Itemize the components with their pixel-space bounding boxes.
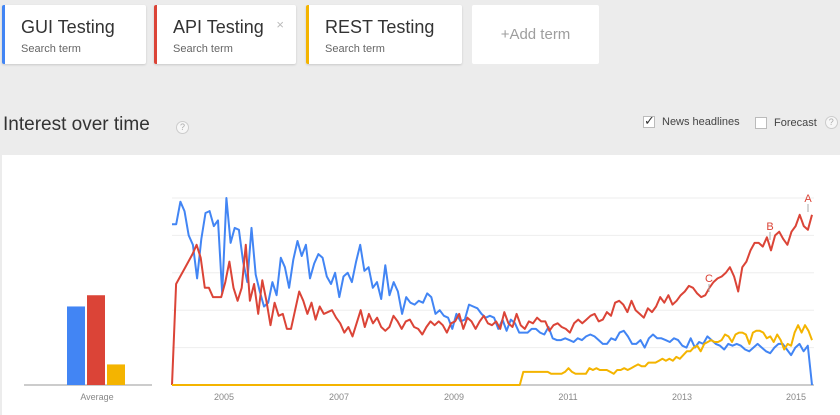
annotation-marker: B — [766, 221, 773, 233]
line-chart: Average 2005 2007 2009 2011 2013 2015 A B C — [24, 193, 814, 402]
term-subtitle: Search term — [173, 43, 233, 55]
series-line — [172, 324, 813, 386]
interest-chart: Average 2005 2007 2009 2011 2013 2015 A B C — [2, 155, 840, 415]
help-icon[interactable]: ? — [176, 121, 189, 134]
news-headlines-checkbox[interactable] — [643, 113, 655, 129]
forecast-option[interactable]: Forecast ? — [755, 116, 838, 129]
term-card-rest-testing[interactable]: REST Testing Search term — [306, 5, 462, 64]
average-bar — [67, 306, 85, 385]
term-card-gui-testing[interactable]: GUI Testing Search term — [2, 5, 146, 64]
section-title: Interest over time — [3, 114, 150, 135]
term-name: API Testing — [173, 17, 264, 37]
x-tick-label: 2007 — [329, 392, 349, 402]
news-headlines-label: News headlines — [662, 116, 740, 128]
average-bar — [107, 364, 125, 385]
average-label: Average — [80, 392, 113, 402]
series-line — [172, 197, 813, 386]
term-name: GUI Testing — [21, 17, 115, 37]
term-color-bar — [2, 5, 5, 64]
close-icon[interactable]: × — [276, 17, 284, 32]
term-subtitle: Search term — [21, 43, 81, 55]
help-icon[interactable]: ? — [824, 116, 838, 129]
term-card-api-testing[interactable]: API Testing Search term × — [154, 5, 296, 64]
term-subtitle: Search term — [325, 43, 385, 55]
x-tick-label: 2005 — [214, 392, 234, 402]
term-color-bar — [306, 5, 309, 64]
forecast-label: Forecast — [774, 116, 817, 129]
term-name: REST Testing — [325, 17, 435, 37]
x-tick-label: 2009 — [444, 392, 464, 402]
x-tick-label: 2015 — [786, 392, 806, 402]
annotation-marker: A — [804, 193, 812, 205]
x-tick-label: 2013 — [672, 392, 692, 402]
annotation-marker: C — [705, 273, 713, 285]
series-line — [171, 213, 813, 386]
term-color-bar — [154, 5, 157, 64]
forecast-checkbox[interactable] — [755, 116, 767, 129]
add-term-button[interactable]: +Add term — [472, 5, 599, 64]
average-bar — [87, 295, 105, 385]
x-tick-label: 2011 — [558, 392, 577, 402]
news-headlines-option[interactable]: News headlines — [643, 113, 740, 129]
